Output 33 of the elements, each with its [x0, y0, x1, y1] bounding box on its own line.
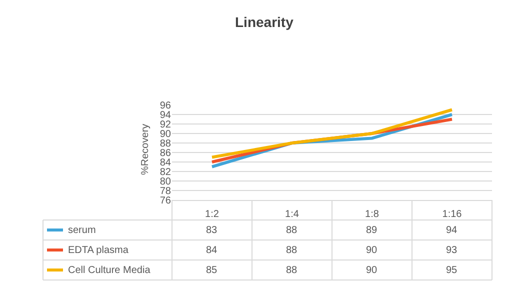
y-tick-label: 94	[160, 110, 172, 121]
y-tick-label: 88	[160, 138, 172, 150]
chart-title: Linearity	[235, 14, 294, 30]
y-tick-label: 82	[160, 167, 172, 178]
data-label: 88	[286, 225, 298, 236]
data-label: 88	[286, 245, 298, 256]
data-label: 90	[366, 265, 378, 276]
legend-label: serum	[68, 225, 96, 236]
data-label: 95	[446, 265, 458, 276]
x-tick-label: 1:2	[205, 209, 220, 220]
x-tick-label: 1:16	[442, 209, 462, 220]
data-label: 94	[446, 225, 458, 236]
x-tick-label: 1:4	[285, 209, 300, 220]
line-series	[210, 108, 454, 159]
data-label: 88	[286, 265, 298, 276]
data-label: 89	[366, 225, 378, 236]
data-label: 84	[206, 245, 218, 256]
y-tick-label: 90	[160, 129, 172, 140]
y-tick-label: 76	[160, 196, 172, 206]
y-tick-label: 80	[160, 176, 172, 188]
legend-label: EDTA plasma	[68, 245, 129, 256]
data-label: 93	[446, 245, 458, 256]
legend-label: Cell Culture Media	[68, 265, 151, 276]
data-label: 85	[206, 265, 218, 276]
y-tick-label: 96	[160, 100, 172, 112]
y-tick-label: 92	[160, 120, 172, 130]
y-tick-label: 84	[160, 158, 172, 168]
data-label: 90	[366, 245, 378, 256]
data-label: 83	[206, 225, 218, 236]
y-axis-title: %Recovery	[140, 124, 151, 175]
y-tick-label: 78	[160, 186, 172, 197]
x-tick-label: 1:8	[365, 209, 380, 220]
y-tick-label: 86	[160, 148, 172, 159]
